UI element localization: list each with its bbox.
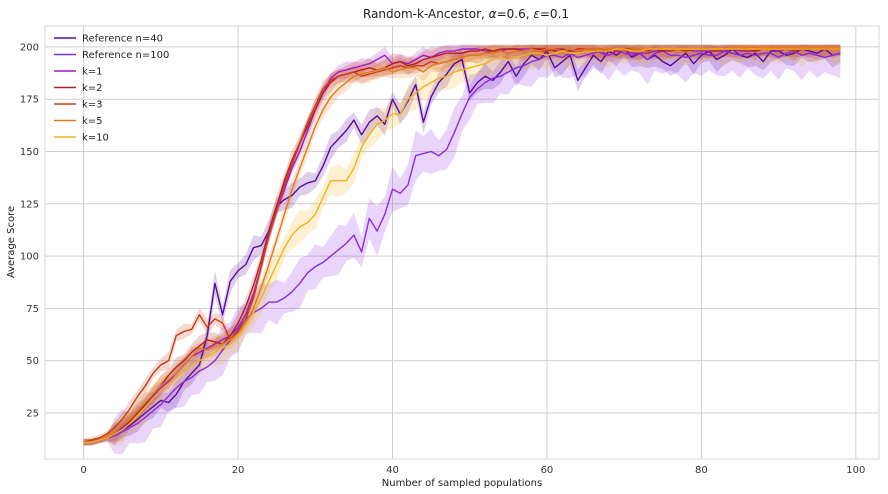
legend-label: k=10 <box>82 133 109 144</box>
legend-label: Reference n=40 <box>82 34 163 45</box>
series-line <box>83 48 841 443</box>
x-tick-label: 20 <box>232 465 245 476</box>
x-tick-label: 80 <box>695 465 708 476</box>
y-tick-label: 175 <box>20 95 39 106</box>
title-prefix: Random-k-Ancestor, <box>363 7 489 21</box>
x-tick-label: 0 <box>80 465 86 476</box>
y-tick-labels: 25 50 75 100 125 150 175 200 <box>20 42 39 419</box>
legend-label: k=1 <box>82 67 103 78</box>
series-line <box>83 50 841 443</box>
x-tick-label: 40 <box>386 465 399 476</box>
legend-label: k=5 <box>82 116 103 127</box>
y-tick-label: 50 <box>26 356 39 367</box>
legend-label: Reference n=100 <box>82 50 169 61</box>
legend: Reference n=40 Reference n=100 k=1 k=2 k=3 k=… <box>54 34 169 144</box>
y-tick-label: 100 <box>20 252 39 263</box>
y-tick-label: 200 <box>20 42 39 53</box>
x-tick-label: 100 <box>846 465 865 476</box>
plot-area <box>45 26 879 459</box>
y-tick-label: 150 <box>20 147 39 158</box>
y-axis-label: Average Score <box>6 206 17 278</box>
legend-label: k=2 <box>82 83 103 94</box>
x-axis-label: Number of sampled populations <box>382 478 542 489</box>
title-alpha-value: =0.6, <box>497 7 534 21</box>
x-tick-label: 60 <box>541 465 554 476</box>
confidence-band <box>83 44 841 455</box>
legend-label: k=3 <box>82 100 103 111</box>
title-eps-value: =0.1 <box>540 7 569 21</box>
title-alpha-symbol: α <box>489 7 497 21</box>
title-eps-symbol: ε <box>533 7 540 21</box>
series-lines <box>83 46 841 443</box>
series-line <box>83 48 841 443</box>
y-tick-label: 125 <box>20 199 39 210</box>
x-tick-labels: 0 20 40 60 80 100 <box>80 465 865 476</box>
plot-frame <box>44 25 880 460</box>
y-tick-label: 25 <box>26 408 39 419</box>
chart-title: Random-k-Ancestor, α=0.6, ε=0.1 <box>363 7 569 21</box>
y-tick-label: 75 <box>26 304 39 315</box>
